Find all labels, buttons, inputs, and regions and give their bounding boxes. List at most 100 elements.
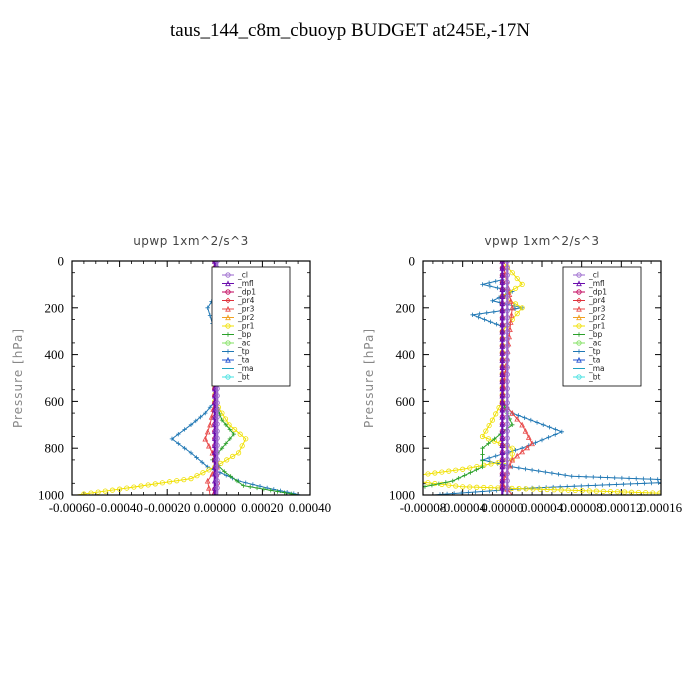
data-point bbox=[504, 265, 510, 271]
data-point bbox=[516, 413, 521, 418]
data-point bbox=[499, 286, 506, 292]
data-point bbox=[391, 476, 395, 480]
data-point bbox=[241, 483, 246, 488]
data-point bbox=[509, 445, 515, 451]
data-point bbox=[512, 285, 519, 291]
data-point bbox=[504, 386, 510, 392]
x-tick-label: 0.00008 bbox=[561, 500, 603, 515]
data-point bbox=[514, 275, 520, 282]
legend-label: _mfl bbox=[588, 279, 605, 288]
legend-label: _cl bbox=[237, 271, 248, 280]
data-point bbox=[432, 470, 438, 476]
data-point bbox=[194, 473, 200, 479]
data-point bbox=[579, 483, 584, 489]
y-tick-label: 600 bbox=[45, 394, 65, 409]
data-point bbox=[482, 317, 487, 322]
legend-label: _pr4 bbox=[237, 296, 255, 305]
data-point bbox=[486, 441, 491, 446]
data-point bbox=[214, 393, 220, 399]
data-point bbox=[166, 479, 173, 485]
data-point bbox=[504, 471, 510, 477]
panel-title: vpwp 1xm^2/s^3 bbox=[484, 234, 599, 248]
data-point bbox=[405, 475, 409, 479]
data-point bbox=[549, 470, 555, 476]
data-point bbox=[499, 420, 506, 427]
data-point bbox=[188, 476, 194, 482]
data-point bbox=[534, 420, 540, 425]
data-point bbox=[206, 484, 212, 491]
data-point bbox=[672, 491, 676, 495]
data-point bbox=[504, 407, 510, 413]
data-point bbox=[553, 427, 558, 432]
data-point bbox=[541, 422, 546, 427]
data-point bbox=[439, 469, 445, 475]
data-point bbox=[444, 491, 450, 495]
data-point bbox=[529, 467, 535, 473]
data-point bbox=[207, 405, 213, 410]
legend-marker bbox=[225, 289, 231, 295]
data-point bbox=[510, 422, 515, 427]
data-point bbox=[398, 477, 402, 481]
data-point bbox=[579, 488, 585, 494]
data-point bbox=[211, 261, 218, 264]
legend-label: _ta bbox=[237, 356, 249, 365]
data-point bbox=[677, 478, 681, 482]
data-point bbox=[479, 433, 486, 440]
data-point bbox=[558, 487, 564, 493]
data-point bbox=[484, 310, 489, 316]
data-point bbox=[504, 449, 510, 456]
data-point bbox=[586, 483, 591, 488]
data-point bbox=[460, 466, 466, 472]
data-point bbox=[572, 484, 577, 489]
data-point bbox=[450, 478, 455, 484]
data-point bbox=[691, 479, 695, 483]
data-point bbox=[499, 293, 506, 300]
data-point bbox=[429, 482, 435, 488]
data-point bbox=[211, 484, 218, 491]
data-point bbox=[193, 418, 198, 424]
legend-label: _tp bbox=[588, 347, 601, 356]
data-point bbox=[519, 448, 526, 455]
y-tick-label: 400 bbox=[396, 347, 416, 362]
legend-marker bbox=[225, 280, 231, 287]
data-point bbox=[182, 446, 187, 451]
x-tick-label: 0.00020 bbox=[241, 500, 283, 515]
data-point bbox=[533, 440, 538, 445]
y-tick-label: 600 bbox=[396, 394, 416, 409]
data-point bbox=[214, 471, 220, 477]
series-markers-mfl bbox=[499, 261, 506, 491]
series-group bbox=[391, 261, 695, 495]
data-point bbox=[456, 475, 461, 481]
data-point bbox=[593, 488, 599, 494]
legend-marker bbox=[576, 314, 582, 321]
data-point bbox=[691, 479, 695, 483]
data-point bbox=[499, 279, 506, 285]
data-point bbox=[522, 415, 527, 420]
y-tick-label: 200 bbox=[45, 300, 65, 315]
data-point bbox=[214, 449, 220, 456]
data-point bbox=[453, 483, 459, 489]
data-point bbox=[650, 490, 656, 495]
data-point bbox=[81, 491, 87, 495]
data-point bbox=[176, 441, 181, 446]
data-point bbox=[443, 480, 449, 485]
data-point bbox=[655, 477, 660, 482]
data-point bbox=[513, 447, 518, 453]
legend-label: _mfl bbox=[237, 279, 254, 288]
data-point bbox=[499, 442, 506, 448]
data-point bbox=[670, 478, 674, 482]
data-point bbox=[460, 484, 466, 490]
y-tick-label: 1000 bbox=[38, 488, 64, 503]
data-point bbox=[181, 477, 187, 483]
data-point bbox=[499, 477, 506, 484]
data-point bbox=[222, 469, 227, 474]
data-point bbox=[614, 482, 619, 487]
legend-marker bbox=[225, 314, 231, 321]
data-point bbox=[519, 281, 525, 287]
data-point bbox=[509, 456, 516, 463]
data-point bbox=[504, 421, 510, 427]
data-point bbox=[488, 485, 494, 491]
data-point bbox=[544, 486, 550, 493]
data-point bbox=[499, 470, 506, 477]
